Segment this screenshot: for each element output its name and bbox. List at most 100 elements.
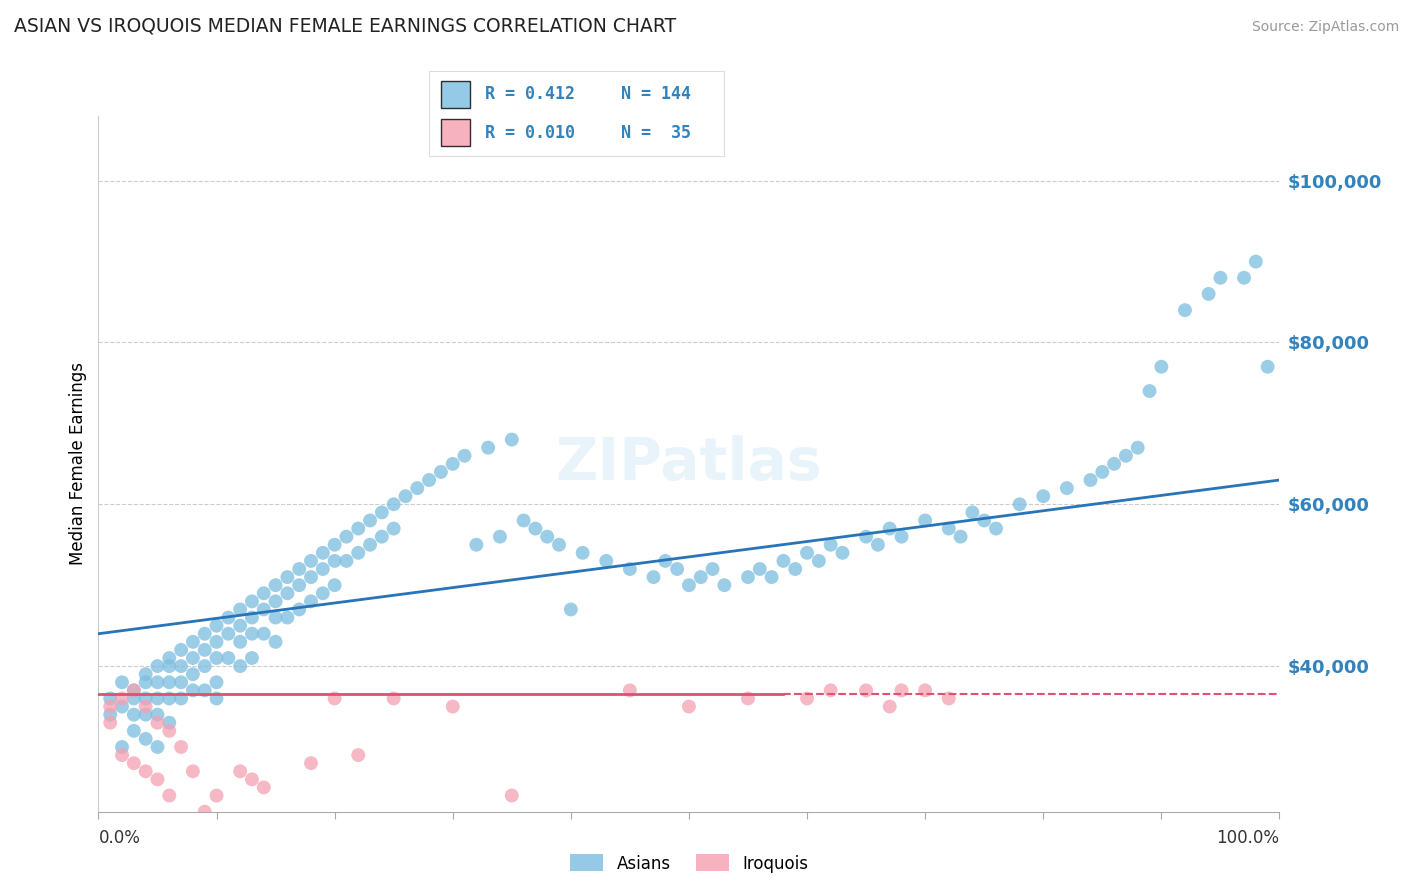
Point xyxy=(748,562,770,576)
Point xyxy=(1126,441,1149,455)
Point xyxy=(229,635,252,649)
Point xyxy=(240,772,263,787)
Point xyxy=(122,756,145,771)
Point xyxy=(229,764,252,779)
Point xyxy=(98,715,121,730)
Point xyxy=(879,699,901,714)
Point xyxy=(135,731,157,746)
Point xyxy=(1008,497,1031,511)
Point xyxy=(323,538,346,552)
Point xyxy=(335,530,357,544)
Point xyxy=(879,522,901,536)
Point xyxy=(194,659,217,673)
Point xyxy=(382,691,405,706)
Point xyxy=(501,433,523,447)
Point xyxy=(1150,359,1173,374)
Point xyxy=(157,715,180,730)
Point xyxy=(382,497,405,511)
Point xyxy=(619,683,641,698)
Point xyxy=(312,586,335,600)
Point xyxy=(1139,384,1161,398)
Point xyxy=(299,570,322,584)
Point xyxy=(181,683,204,698)
Point xyxy=(820,683,842,698)
Text: N = 144: N = 144 xyxy=(621,86,690,103)
Point xyxy=(949,530,972,544)
Point xyxy=(135,699,157,714)
Point xyxy=(418,473,440,487)
Point xyxy=(335,554,357,568)
Point xyxy=(98,707,121,722)
Point xyxy=(217,610,239,624)
Point xyxy=(347,546,370,560)
Point xyxy=(1032,489,1054,503)
Y-axis label: Median Female Earnings: Median Female Earnings xyxy=(69,362,87,566)
Point xyxy=(264,578,287,592)
Point xyxy=(984,522,1007,536)
Point xyxy=(890,683,912,698)
Point xyxy=(359,513,381,527)
Point xyxy=(181,635,204,649)
Point xyxy=(465,538,488,552)
Point xyxy=(135,675,157,690)
Point xyxy=(122,707,145,722)
Point xyxy=(264,610,287,624)
Point xyxy=(299,594,322,608)
Point xyxy=(512,513,534,527)
Point xyxy=(111,748,134,763)
Point xyxy=(430,465,453,479)
Legend: Asians, Iroquois: Asians, Iroquois xyxy=(562,847,815,880)
Point xyxy=(135,691,157,706)
Point xyxy=(312,562,335,576)
Point xyxy=(323,554,346,568)
FancyBboxPatch shape xyxy=(440,80,470,108)
Point xyxy=(855,683,877,698)
Point xyxy=(157,651,180,665)
Point xyxy=(441,457,464,471)
Point xyxy=(217,651,239,665)
Point xyxy=(772,554,794,568)
Point xyxy=(229,602,252,616)
Point xyxy=(441,699,464,714)
Point xyxy=(689,570,711,584)
Point xyxy=(382,522,405,536)
Point xyxy=(1102,457,1125,471)
Point xyxy=(111,699,134,714)
Point xyxy=(146,772,169,787)
Point xyxy=(288,578,311,592)
Point xyxy=(1091,465,1114,479)
Point xyxy=(761,570,783,584)
Point xyxy=(98,699,121,714)
Point xyxy=(170,739,193,754)
Point xyxy=(146,739,169,754)
FancyBboxPatch shape xyxy=(440,119,470,146)
Point xyxy=(122,683,145,698)
Point xyxy=(938,522,960,536)
Point xyxy=(157,691,180,706)
Point xyxy=(1115,449,1137,463)
Point xyxy=(240,610,263,624)
Point xyxy=(288,602,311,616)
Point xyxy=(194,805,217,819)
Point xyxy=(205,691,228,706)
Point xyxy=(678,699,700,714)
Point xyxy=(276,610,298,624)
Point xyxy=(253,602,276,616)
Point xyxy=(938,691,960,706)
Point xyxy=(111,675,134,690)
Point xyxy=(1174,303,1197,318)
Point xyxy=(146,659,169,673)
Point xyxy=(489,530,512,544)
Point xyxy=(560,602,582,616)
Point xyxy=(170,675,193,690)
Text: Source: ZipAtlas.com: Source: ZipAtlas.com xyxy=(1251,21,1399,34)
Point xyxy=(619,562,641,576)
Point xyxy=(111,691,134,706)
Point xyxy=(713,578,735,592)
Text: 100.0%: 100.0% xyxy=(1216,829,1279,847)
Point xyxy=(536,530,558,544)
Point xyxy=(312,546,335,560)
Point xyxy=(146,707,169,722)
Text: R = 0.412: R = 0.412 xyxy=(485,86,575,103)
Point xyxy=(1056,481,1078,495)
